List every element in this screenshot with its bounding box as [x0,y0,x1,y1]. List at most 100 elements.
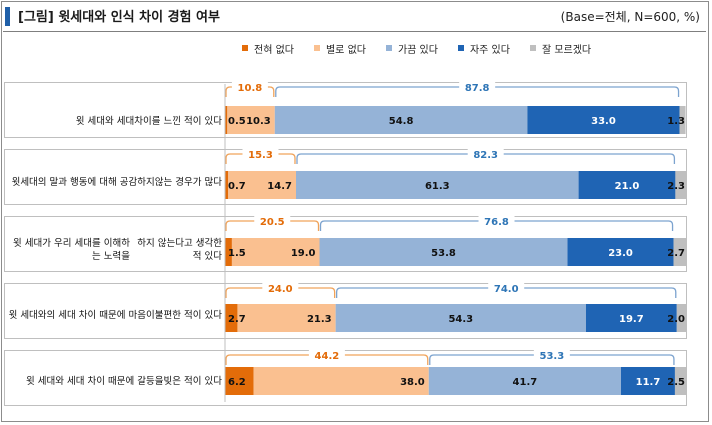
positive-total-bracket-label: 87.8 [465,83,490,94]
value-label: 6.2 [228,377,246,388]
legend-item: 잘 모르겠다 [529,41,592,56]
bar-segment [428,367,621,395]
bar-segment [274,106,528,134]
bar-segment [578,171,676,199]
bar-segment [335,304,586,332]
category-label-line: 불편한 적이 있다 [154,309,222,321]
category-label: 윗 세대와의 세대 차이 때문에 마음이 불편한 적이 있다 [8,297,222,333]
bar-segment [620,367,675,395]
legend-swatch [385,45,392,51]
value-label: 19.0 [291,248,316,259]
legend: 전혀 없다 별로 없다 가끔 있다 자주 있다 잘 모르겠다 [242,40,611,56]
value-label: 10.3 [246,116,271,127]
base-note: (Base=전체, N=600, %) [560,10,700,24]
bar-segment [231,238,320,266]
bar-segment [527,106,680,134]
bar-segment [673,238,686,266]
bar-segment [319,238,568,266]
bar-segment [225,171,229,199]
bar-segment [674,367,687,395]
legend-label: 전혀 없다 [254,44,294,56]
legend-label: 별로 없다 [325,44,366,56]
row-frame [4,82,687,138]
legend-swatch [529,45,536,51]
legend-swatch [457,45,464,51]
title-accent-bar [5,7,10,26]
legend-item: 가끔 있다 [385,41,438,56]
value-label: 14.7 [267,181,292,192]
bar-segment [679,106,686,134]
legend-label: 자주 있다 [469,44,510,56]
bar-segment [253,367,429,395]
legend-label: 잘 모르겠다 [541,44,592,56]
negative-total-bracket-label-bg [308,349,345,361]
value-label: 21.3 [307,314,332,325]
chart-title: [그림] 윗세대와 인식 차이 경험 여부 [18,10,220,25]
positive-total-bracket-label: 53.3 [540,351,565,362]
category-label-line: 윗 세대와 세대차이를 느낀 적이 있다 [75,115,222,127]
value-label: 53.8 [431,248,456,259]
value-label: 19.7 [619,314,644,325]
value-label: 0.7 [228,181,246,192]
legend-swatch [242,45,248,51]
legend-item: 별로 없다 [313,41,366,56]
value-label: 41.7 [513,377,538,388]
value-label: 21.0 [615,181,640,192]
value-label: 54.3 [448,314,473,325]
value-label: 0.5 [228,116,246,127]
positive-total-bracket-label-bg [459,81,496,93]
bar-segment [676,304,686,332]
bar-segment [225,304,238,332]
category-label-line: 않는 경우가 많다 [154,176,222,188]
value-label: 38.0 [400,377,425,388]
value-label: 54.8 [389,116,414,127]
category-label-line: 하지 않는다고 생각한 적 있다 [137,238,222,262]
value-label: 2.7 [667,248,685,259]
negative-total-bracket-label: 15.3 [248,150,273,161]
positive-total-bracket-label: 76.8 [484,217,509,228]
negative-total-bracket-label: 24.0 [268,284,293,295]
category-label-line: 윗세대의 말과 행동에 대해 공감하지 [11,176,155,188]
category-label-line: 빚은 적이 있다 [163,375,222,387]
negative-total-bracket-label-bg [242,148,279,160]
positive-total-bracket-label: 82.3 [473,150,498,161]
negative-total-bracket-label: 10.8 [238,83,263,94]
positive-total-bracket-label-bg [533,349,570,361]
value-label: 1.3 [667,116,685,127]
legend-item: 자주 있다 [457,41,510,56]
negative-total-bracket-label-bg [231,81,268,93]
bar-segment [675,171,686,199]
value-label: 61.3 [425,181,450,192]
negative-total-bracket-label: 44.2 [315,351,340,362]
negative-total-bracket-label: 20.5 [260,217,285,228]
bar-segment [585,304,677,332]
row-frame [4,216,687,272]
positive-total-bracket-label-bg [467,148,504,160]
positive-total-bracket-label: 74.0 [494,284,519,295]
positive-total-bracket-label-bg [478,215,515,227]
category-label: 윗 세대가 우리 세대를 이해하는 노력을 하지 않는다고 생각한 적 있다 [8,232,222,268]
value-label: 1.5 [228,248,246,259]
category-label-line: 윗 세대와의 세대 차이 때문에 마음이 [8,309,155,321]
positive-total-bracket-label-bg [488,282,525,294]
category-label: 윗 세대와 세대 차이 때문에 갈등을 빚은 적이 있다 [8,363,222,399]
bar-segment [295,171,579,199]
category-label-line: 윗 세대가 우리 세대를 이해하는 노력을 [12,238,130,262]
row-frame [4,350,687,406]
bar-segment [567,238,674,266]
value-label: 33.0 [591,116,616,127]
category-label: 윗 세대와 세대차이를 느낀 적이 있다 [8,103,222,139]
negative-total-bracket-label-bg [254,215,291,227]
value-label: 2.5 [667,377,685,388]
value-label: 23.0 [608,248,633,259]
bar-segment [225,106,228,134]
bar-segment [225,238,232,266]
bar-segment [237,304,336,332]
value-label: 2.7 [228,314,246,325]
legend-item: 전혀 없다 [242,41,294,56]
value-label: 11.7 [636,377,661,388]
value-label: 2.0 [667,314,685,325]
legend-label: 가끔 있다 [397,44,438,56]
